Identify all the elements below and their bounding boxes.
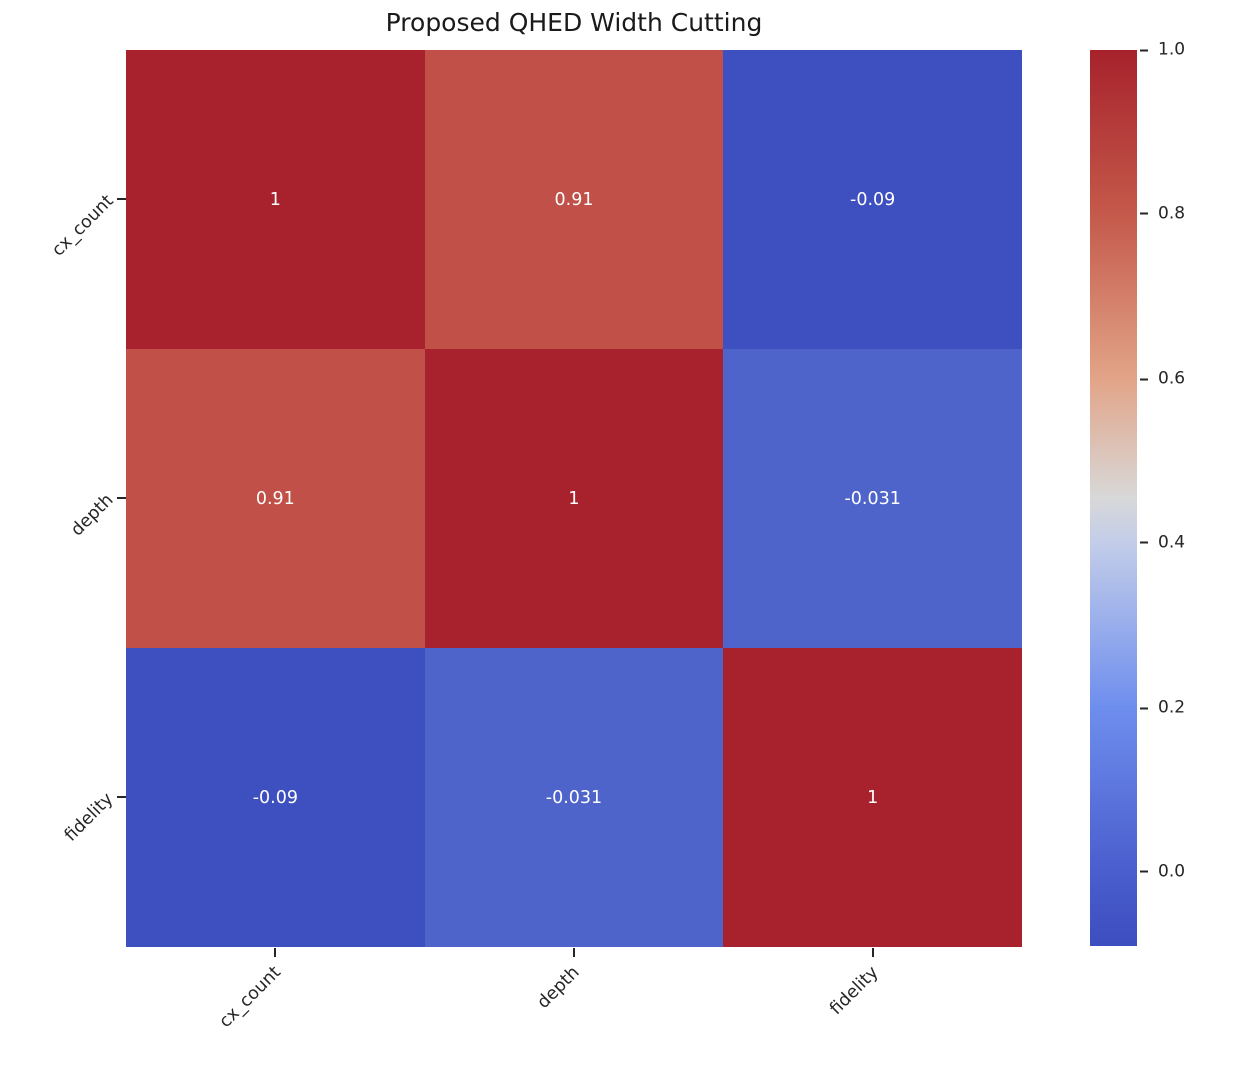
tick-mark [1140, 378, 1148, 380]
x-tick-mark [573, 948, 575, 957]
heatmap-cell: -0.031 [424, 648, 724, 947]
colorbar-tick: 0.2 [1140, 697, 1186, 718]
tick-mark [1140, 870, 1148, 873]
colorbar-tick-label: 0.6 [1158, 368, 1186, 389]
y-tick-mark [117, 198, 126, 200]
y-tick-label-cx-count: cx_count [48, 191, 118, 261]
y-tick-mark [117, 497, 126, 499]
x-tick-label-depth: depth [533, 962, 584, 1013]
tick-mark [1140, 212, 1148, 215]
tick-mark [1140, 541, 1148, 544]
y-tick-mark [117, 796, 126, 798]
colorbar-tick-label: 0.0 [1158, 861, 1186, 882]
colorbar-gradient [1090, 50, 1137, 946]
x-tick-label-fidelity: fidelity [826, 962, 883, 1020]
colorbar-tick-label: 1.0 [1158, 39, 1186, 60]
colorbar-tick: 0.8 [1140, 205, 1185, 222]
y-tick-label-fidelity: fidelity [61, 789, 118, 846]
heatmap-cell: 1 [126, 50, 425, 349]
heatmap-cell: 1 [424, 349, 724, 648]
colorbar-tick: 0.4 [1140, 534, 1185, 551]
chart-title: Proposed QHED Width Cutting [385, 8, 763, 37]
colorbar-tick: 0.0 [1140, 863, 1185, 880]
colorbar: 1.0 0.8 0.6 0.4 0.2 0.0 [1090, 41, 1238, 946]
x-tick-mark [274, 948, 276, 957]
heatmap-cell: -0.09 [126, 648, 425, 947]
x-tick-label-cx-count: cx_count [215, 962, 285, 1032]
tick-mark [1140, 707, 1148, 710]
y-tick-label-depth: depth [67, 490, 118, 541]
colorbar-tick: 1.0 [1140, 39, 1186, 60]
tick-mark [1140, 49, 1148, 51]
heatmap-cell: -0.09 [723, 50, 1022, 349]
heatmap-grid: 1 0.91 -0.09 0.91 1 -0.031 -0.09 -0.031 … [126, 50, 1022, 947]
heatmap-cell: 0.91 [424, 50, 724, 349]
heatmap-cell: 0.91 [126, 349, 425, 648]
heatmap-cell: -0.031 [723, 349, 1022, 648]
colorbar-tick-label: 0.8 [1158, 203, 1186, 224]
x-tick-mark [872, 948, 874, 957]
heatmap-cell: 1 [723, 648, 1022, 947]
colorbar-tick-label: 0.2 [1158, 697, 1186, 718]
colorbar-tick: 0.6 [1140, 368, 1186, 389]
colorbar-tick-label: 0.4 [1158, 532, 1186, 553]
